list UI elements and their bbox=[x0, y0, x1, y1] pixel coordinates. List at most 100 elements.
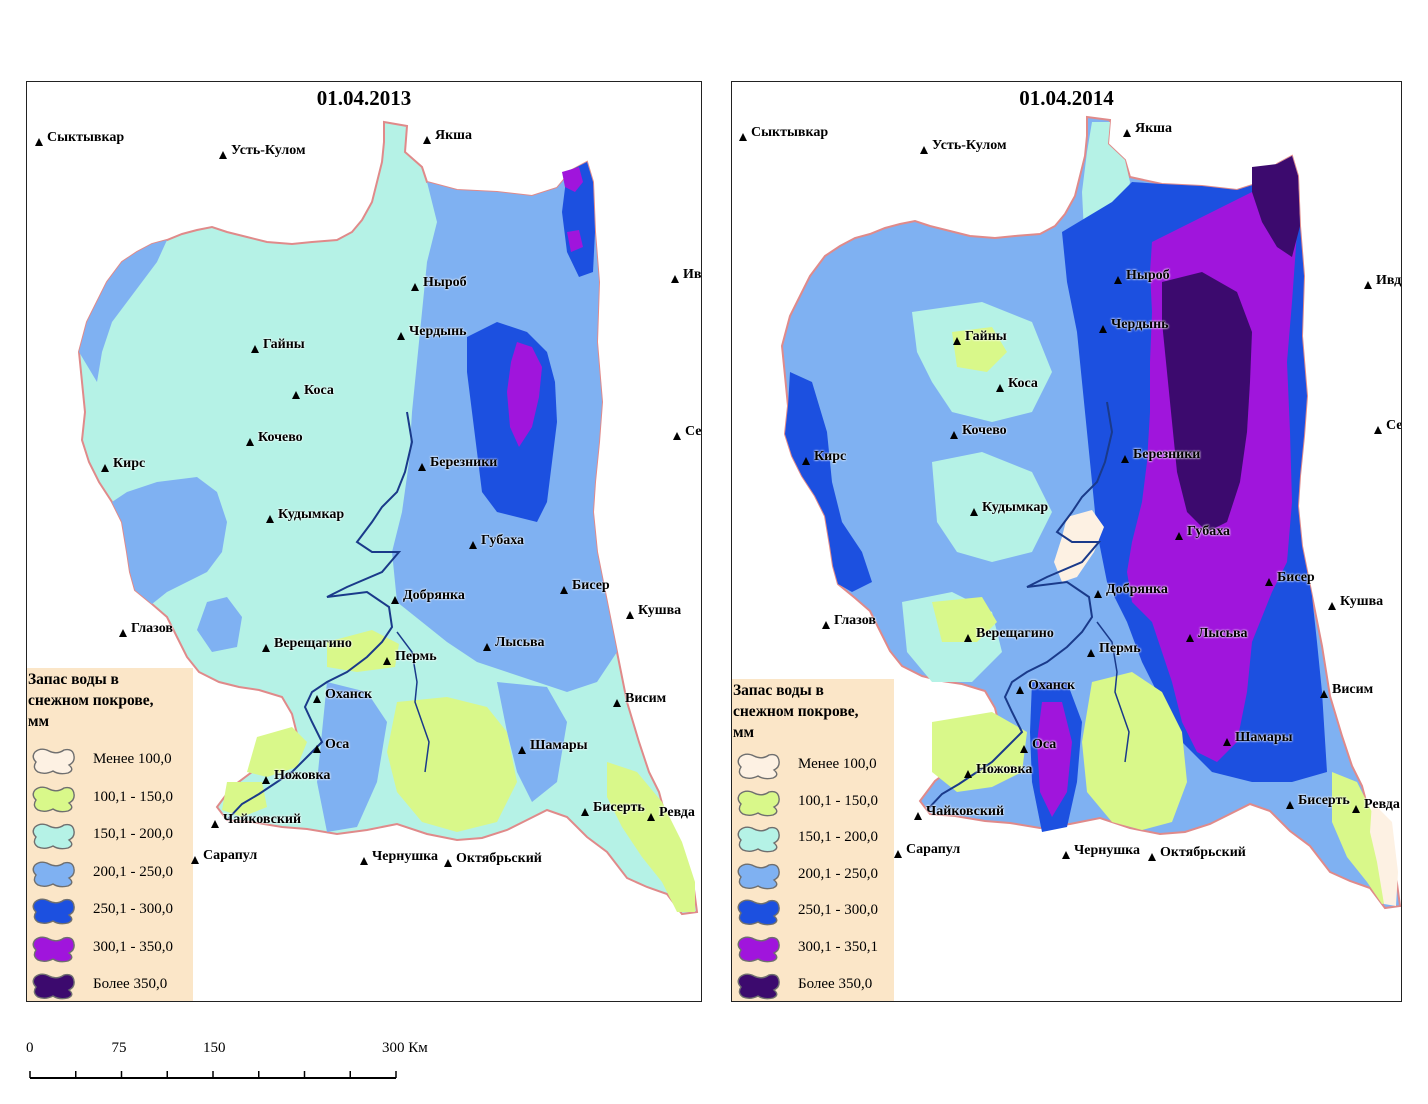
zone-100-150 bbox=[327, 630, 399, 672]
legend-swatch bbox=[32, 748, 75, 775]
scale-bar-graphic bbox=[29, 1071, 397, 1079]
zone-100-150 bbox=[932, 597, 997, 642]
zone-300-350 bbox=[567, 230, 583, 252]
city-label: Сарапул bbox=[906, 842, 961, 857]
triangle-icon bbox=[964, 770, 972, 778]
legend-title: Запас воды в снежном покрове, мм bbox=[28, 671, 154, 730]
triangle-icon bbox=[970, 508, 978, 516]
triangle-icon bbox=[1175, 532, 1183, 540]
triangle-icon bbox=[1364, 281, 1372, 289]
legend-swatch bbox=[737, 826, 780, 853]
triangle-icon bbox=[914, 812, 922, 820]
snow-water-map-2014 bbox=[780, 115, 1401, 910]
zone-over-350 bbox=[1252, 156, 1300, 257]
map-title: 01.04.2013 bbox=[316, 86, 412, 110]
city-label: Бисерть bbox=[593, 800, 645, 815]
city-label: Глазов bbox=[834, 613, 876, 628]
zone-300-350 bbox=[507, 342, 542, 447]
triangle-icon bbox=[191, 856, 199, 864]
legend-label: 100,1 - 150,0 bbox=[93, 788, 173, 805]
triangle-icon bbox=[211, 820, 219, 828]
triangle-icon bbox=[1114, 276, 1122, 284]
city-label: Губаха bbox=[1187, 524, 1231, 539]
city-label: Якша bbox=[1135, 121, 1172, 136]
triangle-icon bbox=[894, 850, 902, 858]
triangle-icon bbox=[119, 629, 127, 637]
triangle-icon bbox=[1223, 738, 1231, 746]
triangle-icon bbox=[1123, 129, 1131, 137]
city-label: Коса bbox=[304, 383, 334, 398]
triangle-icon bbox=[251, 345, 259, 353]
city-label: Ножовка bbox=[274, 768, 331, 783]
city-label: Кочево bbox=[258, 430, 303, 445]
city-label: Оса bbox=[1032, 737, 1057, 752]
city-label: Чернушка bbox=[1074, 843, 1141, 858]
map-legend: Запас воды в снежном покрове, мм Менее 1… bbox=[27, 668, 193, 1001]
triangle-icon bbox=[1087, 649, 1095, 657]
triangle-icon bbox=[739, 133, 747, 141]
city-label: Ивдель bbox=[1376, 273, 1402, 288]
triangle-icon bbox=[1094, 590, 1102, 598]
legend-swatch bbox=[32, 936, 75, 962]
legend-item: 200,1 - 250,0 bbox=[31, 859, 211, 889]
zone-100-150 bbox=[952, 327, 1007, 372]
legend-swatch bbox=[32, 861, 75, 887]
river-tributary bbox=[1096, 621, 1130, 763]
city-label: Октябрьский bbox=[1160, 845, 1246, 860]
legend-item: Менее 100,0 bbox=[736, 751, 916, 781]
legend-item: 300,1 - 350,0 bbox=[31, 934, 211, 964]
city-label: Бисерть bbox=[1298, 793, 1350, 808]
triangle-icon bbox=[266, 515, 274, 523]
legend-item: 100,1 - 150,0 bbox=[31, 784, 211, 814]
city-label: Кудымкар bbox=[278, 507, 345, 522]
zone-300-350 bbox=[562, 167, 583, 192]
city-label: Бисер bbox=[572, 578, 610, 593]
city-label: Якша bbox=[435, 128, 472, 143]
legend-item: Более 350,0 bbox=[31, 971, 211, 1001]
triangle-icon bbox=[953, 337, 961, 345]
city-label: Кушва bbox=[638, 603, 682, 618]
legend-item: 100,1 - 150,0 bbox=[736, 788, 916, 818]
legend-item: 250,1 - 300,0 bbox=[736, 897, 916, 927]
legend-label: Более 350,0 bbox=[93, 976, 168, 992]
city-label: Добрянка bbox=[1106, 582, 1168, 597]
legend-item: 200,1 - 250,0 bbox=[736, 861, 916, 891]
legend-swatch bbox=[737, 790, 780, 816]
city-label: Чернушка bbox=[372, 849, 439, 864]
triangle-icon bbox=[418, 463, 426, 471]
map-panel-2013: 01.04.2013 Запас воды в снежном покрове,… bbox=[26, 81, 702, 1002]
legend-swatch bbox=[32, 823, 75, 850]
city-label: Усть-Кулом bbox=[932, 138, 1007, 153]
triangle-icon bbox=[1099, 325, 1107, 333]
triangle-icon bbox=[391, 596, 399, 604]
triangle-icon bbox=[673, 432, 681, 440]
legend-label: 100,1 - 150,0 bbox=[798, 792, 878, 809]
triangle-icon bbox=[313, 695, 321, 703]
city-label: Губаха bbox=[481, 533, 525, 548]
triangle-icon bbox=[613, 699, 621, 707]
triangle-icon bbox=[423, 136, 431, 144]
zone-200-250 bbox=[197, 597, 242, 652]
legend-label: 300,1 - 350,0 bbox=[93, 938, 173, 955]
city-label: Оханск bbox=[1028, 678, 1076, 693]
zone-100-150 bbox=[222, 782, 267, 817]
city-label: Кирс bbox=[814, 449, 847, 464]
map-legend: Запас воды в снежном покрове, мм Менее 1… bbox=[732, 679, 894, 1001]
legend-label: 150,1 - 200,0 bbox=[798, 829, 878, 846]
city-label: Кушва bbox=[1340, 594, 1384, 609]
city-label: Ревда bbox=[659, 805, 695, 820]
triangle-icon bbox=[671, 275, 679, 283]
city-label: Добрянка bbox=[403, 588, 465, 603]
city-label: Лысьва bbox=[1198, 626, 1248, 641]
triangle-icon bbox=[1328, 602, 1336, 610]
city-label: Шамары bbox=[530, 738, 588, 753]
zone-200-250 bbox=[112, 477, 227, 604]
city-label: Гайны bbox=[263, 337, 305, 352]
triangle-icon bbox=[1020, 745, 1028, 753]
city-label: Ревда bbox=[1364, 797, 1400, 812]
city-label: Оханск bbox=[325, 687, 373, 702]
city-label: Березники bbox=[1133, 447, 1201, 462]
triangle-icon bbox=[262, 776, 270, 784]
city-label: Ножовка bbox=[976, 762, 1033, 777]
scale-label: 150 bbox=[203, 1040, 226, 1056]
